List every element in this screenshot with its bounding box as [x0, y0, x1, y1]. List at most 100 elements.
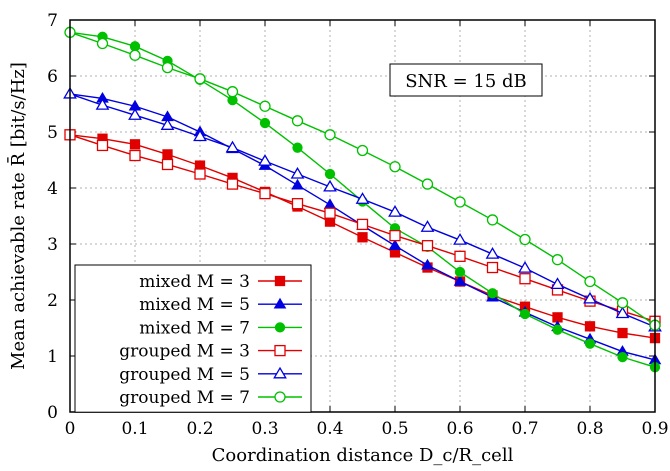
data-point: [519, 273, 531, 285]
snr-annotation-text: SNR = 15 dB: [405, 71, 527, 92]
data-point: [584, 338, 596, 349]
data-point: [357, 232, 368, 243]
legend-marker: [274, 344, 286, 357]
y-tick-label: 1: [47, 347, 58, 367]
y-tick-label: 3: [47, 235, 58, 255]
data-point: [259, 117, 271, 129]
data-point: [324, 129, 336, 141]
data-point: [485, 247, 500, 259]
legend-marker: [273, 366, 287, 379]
data-point: [355, 192, 370, 204]
data-point: [226, 178, 239, 190]
data-point: [324, 207, 336, 219]
data-point: [486, 214, 499, 226]
legend: mixed M = 3 mixed M = 5 mixed M = 7 grouped…: [74, 264, 312, 413]
legend-marker: [273, 297, 287, 309]
data-point: [487, 288, 498, 299]
data-point: [616, 297, 629, 309]
data-point: [454, 266, 466, 278]
data-point: [160, 118, 175, 130]
data-point: [259, 100, 271, 112]
legend-marker: [274, 322, 286, 333]
data-point: [225, 140, 240, 153]
data-point: [421, 240, 434, 252]
data-point: [162, 149, 173, 160]
data-point: [129, 149, 141, 162]
legend-label: grouped M = 5: [119, 365, 250, 385]
x-tick-label: 0.1: [121, 419, 148, 439]
x-tick-label: 0.4: [316, 419, 343, 439]
data-point: [161, 158, 174, 171]
data-point: [291, 115, 304, 127]
data-point: [388, 205, 402, 217]
data-point: [290, 166, 305, 179]
data-point: [193, 129, 207, 142]
legend-marker: [274, 275, 286, 287]
x-tick-label: 0.9: [641, 419, 668, 439]
data-point: [584, 275, 596, 288]
data-point: [453, 275, 467, 286]
data-point: [96, 37, 109, 50]
snr-annotation: SNR = 15 dB: [389, 63, 543, 97]
data-point: [615, 306, 630, 319]
y-tick-label: 5: [47, 123, 58, 143]
data-point: [454, 250, 466, 262]
data-point: [128, 108, 142, 120]
snr-annotation-box: [389, 63, 543, 97]
data-point: [518, 261, 532, 273]
data-point: [324, 168, 336, 180]
data-point: [584, 321, 596, 332]
legend-box: [74, 264, 312, 413]
data-point: [552, 324, 563, 335]
legend-label: mixed M = 7: [139, 318, 250, 338]
y-tick-label: 2: [47, 291, 58, 311]
data-point: [550, 277, 565, 289]
legend-label: grouped M = 7: [119, 388, 250, 408]
y-tick-label: 6: [47, 67, 58, 87]
x-axis-label: Coordination distance D_c/R_cell: [212, 445, 514, 466]
data-point: [129, 139, 141, 150]
data-point: [194, 168, 206, 180]
legend-label: grouped M = 3: [119, 342, 250, 362]
series-5: [64, 26, 661, 331]
data-point: [486, 261, 499, 274]
data-point: [356, 144, 369, 157]
plot-frame: [69, 19, 656, 413]
data-point: [421, 258, 434, 270]
data-point: [420, 220, 435, 232]
x-tick-label: 0.8: [576, 419, 603, 439]
legend-label: mixed M = 3: [139, 272, 250, 292]
data-point: [96, 139, 109, 152]
data-point: [453, 233, 467, 245]
data-point: [421, 178, 434, 190]
series-lines: [63, 26, 662, 373]
data-point: [323, 198, 337, 210]
x-tick-label: 0: [65, 419, 76, 439]
data-point: [617, 327, 628, 339]
data-point: [356, 218, 369, 231]
x-tick-label: 0.6: [446, 419, 473, 439]
data-point: [519, 233, 531, 246]
data-point: [519, 308, 531, 320]
data-point: [292, 142, 303, 153]
data-point: [323, 179, 337, 192]
data-point: [454, 196, 466, 208]
y-tick-label: 4: [47, 179, 58, 199]
data-point: [129, 41, 141, 52]
y-tick-label: 0: [47, 403, 58, 423]
data-point: [226, 86, 239, 98]
x-tick-label: 0.7: [511, 419, 538, 439]
data-point: [95, 98, 110, 110]
x-tick-label: 0.2: [186, 419, 213, 439]
data-point: [291, 198, 304, 210]
axis-ticks: 0 0.1 0.2 0.3 0.4 0.5 0.6 0.7 0.8 0.9 0 1 2 3 4 5 6 7: [47, 11, 668, 439]
data-point: [389, 161, 401, 173]
data-point: [129, 49, 141, 61]
legend-marker: [274, 391, 286, 403]
data-point: [583, 291, 597, 304]
legend-label: mixed M = 5: [139, 295, 250, 315]
data-point: [259, 187, 271, 200]
data-point: [388, 239, 402, 250]
y-axis-label: Mean achievable rate R̄ [bit/s/Hz]: [6, 62, 29, 370]
